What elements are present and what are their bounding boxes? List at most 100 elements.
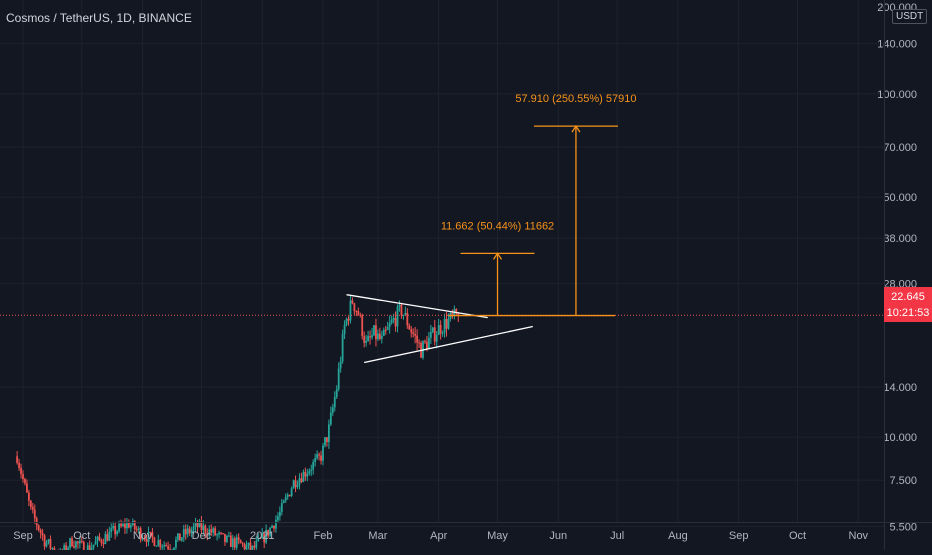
candle-body [118,524,120,531]
candle-body [26,483,28,492]
last-price-value: 22.645 [891,289,925,305]
candle-body [387,327,389,330]
candle-body [302,472,304,482]
candle-body [22,474,24,479]
candle-body [444,319,446,333]
candle-body [42,533,44,536]
candle-body [452,313,454,315]
candle-body [336,389,338,397]
candle-body [185,529,187,534]
candle-body [273,526,275,529]
price-tick-label: 7.500 [889,475,917,487]
candle-body [436,335,438,342]
candle-body [410,329,412,332]
candle-body [404,313,406,315]
symbol-title: Cosmos / TetherUS, 1D, BINANCE [6,11,192,25]
time-tick-label: Sep [729,530,749,542]
candle-body [222,533,224,534]
candle-body [328,424,330,442]
candle-body [418,342,420,343]
candle-body [252,546,254,550]
candle-body [414,334,416,336]
time-tick-label: May [487,530,508,542]
last-price-badge: 22.645 10:21:53 [884,287,932,322]
time-tick-label: Oct [789,530,806,542]
candle-body [122,524,124,526]
candle-body [322,446,324,461]
candle-body [301,478,303,482]
candle-body [304,472,306,477]
candle-body [395,318,397,326]
candle-body [440,325,442,334]
candle-body [316,454,318,458]
candle-body [446,319,448,329]
candle-body [385,330,387,331]
candle-body [69,538,71,548]
price-tick-label: 70.000 [883,142,917,154]
candle-body [46,542,48,546]
candle-body [361,315,363,336]
candle-body [102,543,104,544]
candle-body [371,335,373,337]
candle-body [320,456,322,461]
time-tick-label: Jun [549,530,567,542]
candle-body [38,525,40,530]
candle-body [314,458,316,462]
candle-body [24,479,26,483]
candle-body [279,512,281,516]
candle-body [355,311,357,312]
candle-body [312,462,314,470]
time-tick-label: Nov [849,530,869,542]
candle-body [344,325,346,334]
candle-body [383,330,385,336]
candles [16,296,459,550]
candle-body [412,332,414,333]
candle-body [397,307,399,327]
grid [0,0,884,550]
candle-body [32,507,34,510]
candle-body [187,528,189,534]
candle-body [236,537,238,547]
candle-body [281,503,283,512]
candle-body [179,533,181,540]
candle-body [40,530,42,533]
candle-body [242,543,244,544]
candle-body [393,318,395,320]
candle-body [101,540,103,543]
time-tick-label: Mar [368,530,387,542]
candle-body [350,300,352,320]
candle-body [28,493,30,501]
candle-body [157,540,159,546]
currency-unit-label[interactable]: USDT [892,9,927,24]
candle-body [381,336,383,339]
candle-body [318,454,320,455]
candle-body [197,523,199,528]
candle-body [353,303,355,311]
candle-body [379,334,381,339]
candle-body [116,531,118,534]
candle-body [226,536,228,542]
candle-body [401,305,403,315]
candle-body [442,333,444,334]
candle-body [114,526,116,534]
candle-body [275,520,277,529]
candle-body [34,510,36,519]
candle-body [377,334,379,340]
price-tick-label: 5.500 [889,521,917,533]
candle-body [342,334,344,361]
candle-body [363,336,365,343]
candle-body [224,534,226,542]
candle-body [287,495,289,497]
candle-body [332,407,334,412]
candle-body [271,526,273,528]
candle-body [177,533,179,539]
triangle-trendline [347,295,488,318]
candle-body [214,528,216,535]
candle-body [112,526,114,528]
candle-body [293,480,295,488]
candle-body [334,397,336,407]
candle-body [406,313,408,326]
candle-body [18,463,20,468]
